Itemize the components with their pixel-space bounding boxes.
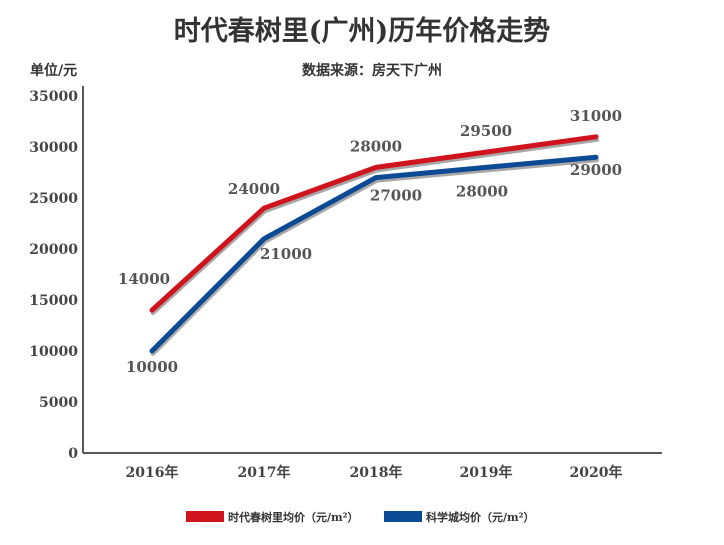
x-tick-label: 2017年 — [238, 464, 291, 481]
data-label-series-2: 28000 — [456, 182, 508, 200]
series-1-point — [262, 206, 266, 210]
series-2-point — [150, 349, 154, 353]
series-1-point — [484, 150, 488, 154]
series-layer — [149, 134, 599, 356]
legend-label-series-2: 科学城均价（元/m²） — [426, 510, 534, 524]
series-2-point — [484, 165, 488, 169]
chart-title: 时代春树里(广州)历年价格走势 — [174, 15, 551, 47]
x-tick-label: 2020年 — [570, 464, 623, 481]
series-2-point — [262, 237, 266, 241]
data-label-series-1: 14000 — [118, 270, 170, 288]
y-tick-label: 15000 — [29, 293, 78, 309]
x-tick-label: 2016年 — [126, 464, 179, 481]
legend-swatch-series-2 — [384, 511, 422, 522]
legend: 时代春树里均价（元/m²） 科学城均价（元/m²） — [186, 510, 534, 524]
data-label-series-2: 10000 — [126, 358, 178, 376]
data-labels: 14000 24000 28000 29500 31000 10000 21000 27000… — [118, 107, 622, 376]
series-1-point — [374, 165, 378, 169]
series-2-shadow — [151, 158, 599, 356]
y-ticks: 0 5000 10000 15000 20000 25000 30000 35000 — [29, 89, 78, 462]
data-label-series-1: 28000 — [350, 137, 402, 155]
y-tick-label: 0 — [68, 446, 78, 462]
series-1-shadow — [151, 137, 599, 316]
data-label-series-1: 24000 — [228, 180, 280, 198]
y-axis-label: 单位/元 — [30, 62, 77, 79]
x-tick-label: 2018年 — [350, 464, 403, 481]
data-label-series-1: 29500 — [460, 122, 512, 140]
legend-label-series-1: 时代春树里均价（元/m²） — [228, 510, 358, 524]
x-ticks: 2016年 2017年 2018年 2019年 2020年 — [126, 464, 623, 481]
legend-swatch-series-1 — [186, 511, 224, 522]
y-tick-label: 25000 — [29, 191, 78, 207]
series-2-point — [594, 155, 598, 159]
chart-subtitle: 数据来源：房天下广州 — [302, 62, 442, 79]
data-label-series-2: 27000 — [370, 187, 422, 205]
y-tick-label: 5000 — [39, 395, 78, 411]
data-label-series-2: 21000 — [260, 245, 312, 263]
x-tick-label: 2019年 — [460, 464, 513, 481]
series-1-point — [594, 135, 598, 139]
y-tick-label: 10000 — [29, 344, 78, 360]
series-2-point — [374, 176, 378, 180]
data-label-series-2: 29000 — [570, 161, 622, 179]
data-label-series-1: 31000 — [570, 107, 622, 125]
y-tick-label: 20000 — [29, 242, 78, 258]
y-tick-label: 35000 — [29, 89, 78, 105]
y-tick-label: 30000 — [29, 140, 78, 156]
series-1-point — [150, 308, 154, 312]
